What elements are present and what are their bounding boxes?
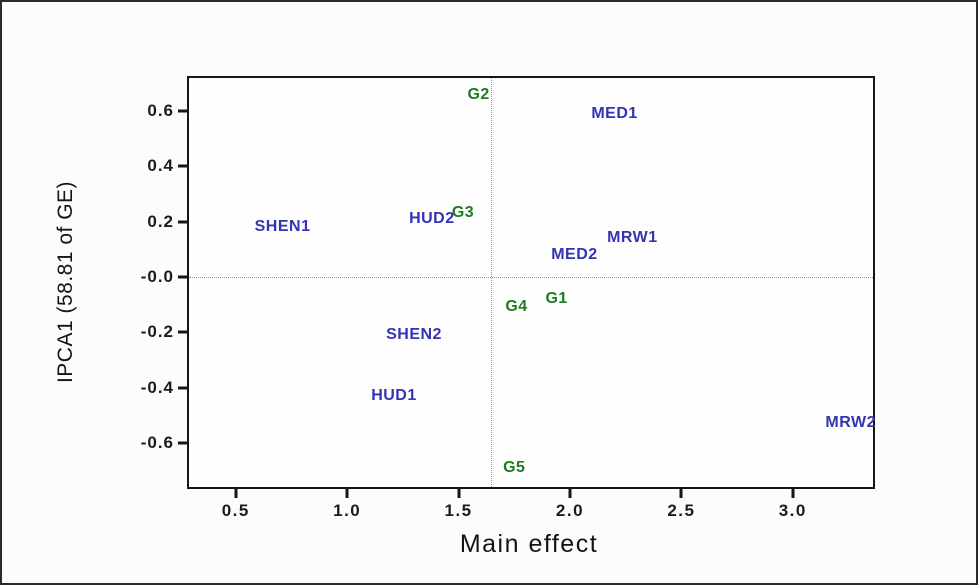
y-axis-tick-label: 0.4 bbox=[147, 156, 174, 176]
x-axis-tick-label: 2.5 bbox=[667, 501, 696, 520]
x-axis-tick bbox=[568, 489, 572, 498]
genotype-label: G3 bbox=[451, 204, 475, 222]
y-axis-tick bbox=[178, 275, 187, 279]
y-axis-tick bbox=[178, 164, 187, 168]
genotype-label: G5 bbox=[503, 458, 526, 476]
x-axis-tick-label: 1.0 bbox=[333, 501, 362, 520]
x-axis-tick bbox=[791, 489, 795, 498]
y-axis-tick-label: 0.6 bbox=[147, 101, 174, 121]
x-axis-tick bbox=[457, 489, 461, 498]
y-axis-title: IPCA1 (58.81 of GE) bbox=[54, 180, 77, 384]
environment-label: MED2 bbox=[551, 245, 598, 263]
y-axis-tick-label: -0.4 bbox=[140, 377, 174, 397]
y-axis-tick bbox=[178, 109, 187, 113]
x-axis-tick-label: 2.0 bbox=[555, 501, 585, 520]
environment-label: HUD1 bbox=[371, 386, 417, 404]
x-axis-tick-label: 1.5 bbox=[444, 501, 473, 520]
environment-label: MRW1 bbox=[607, 229, 658, 247]
y-axis-tick-label: -0.0 bbox=[140, 266, 174, 286]
y-axis-tick bbox=[178, 441, 187, 445]
y-axis-tick bbox=[178, 220, 187, 224]
genotype-label: G2 bbox=[467, 85, 490, 103]
genotype-label: G4 bbox=[505, 298, 528, 316]
horizontal-reference-line bbox=[189, 276, 873, 278]
environment-label: SHEN1 bbox=[254, 218, 311, 236]
y-axis-tick-label: -0.2 bbox=[140, 322, 174, 342]
x-axis-tick bbox=[345, 489, 349, 498]
x-axis-tick bbox=[234, 489, 238, 498]
environment-label: MRW2 bbox=[825, 414, 877, 432]
vertical-reference-line bbox=[490, 78, 492, 487]
x-axis-title: Main effect bbox=[459, 530, 599, 558]
plot-area: 0.5 1.0 1.5 2.0 2.5 3.0 0.6 0.4 0.2 -0.0 -0.2 -0.4 -… bbox=[141, 76, 877, 520]
environment-label: HUD2 bbox=[409, 209, 455, 227]
genotype-label: G1 bbox=[545, 290, 568, 308]
y-axis-tick-label: -0.6 bbox=[140, 432, 174, 452]
x-axis-tick bbox=[679, 489, 683, 498]
y-axis-tick bbox=[178, 386, 187, 389]
y-axis-tick-label: 0.2 bbox=[147, 211, 174, 231]
x-axis-tick-label: 3.0 bbox=[778, 501, 807, 520]
environment-label: SHEN2 bbox=[386, 326, 442, 343]
x-axis-tick-label: 0.5 bbox=[221, 501, 250, 520]
environment-label: MED1 bbox=[591, 104, 638, 122]
y-axis-tick bbox=[178, 330, 187, 334]
